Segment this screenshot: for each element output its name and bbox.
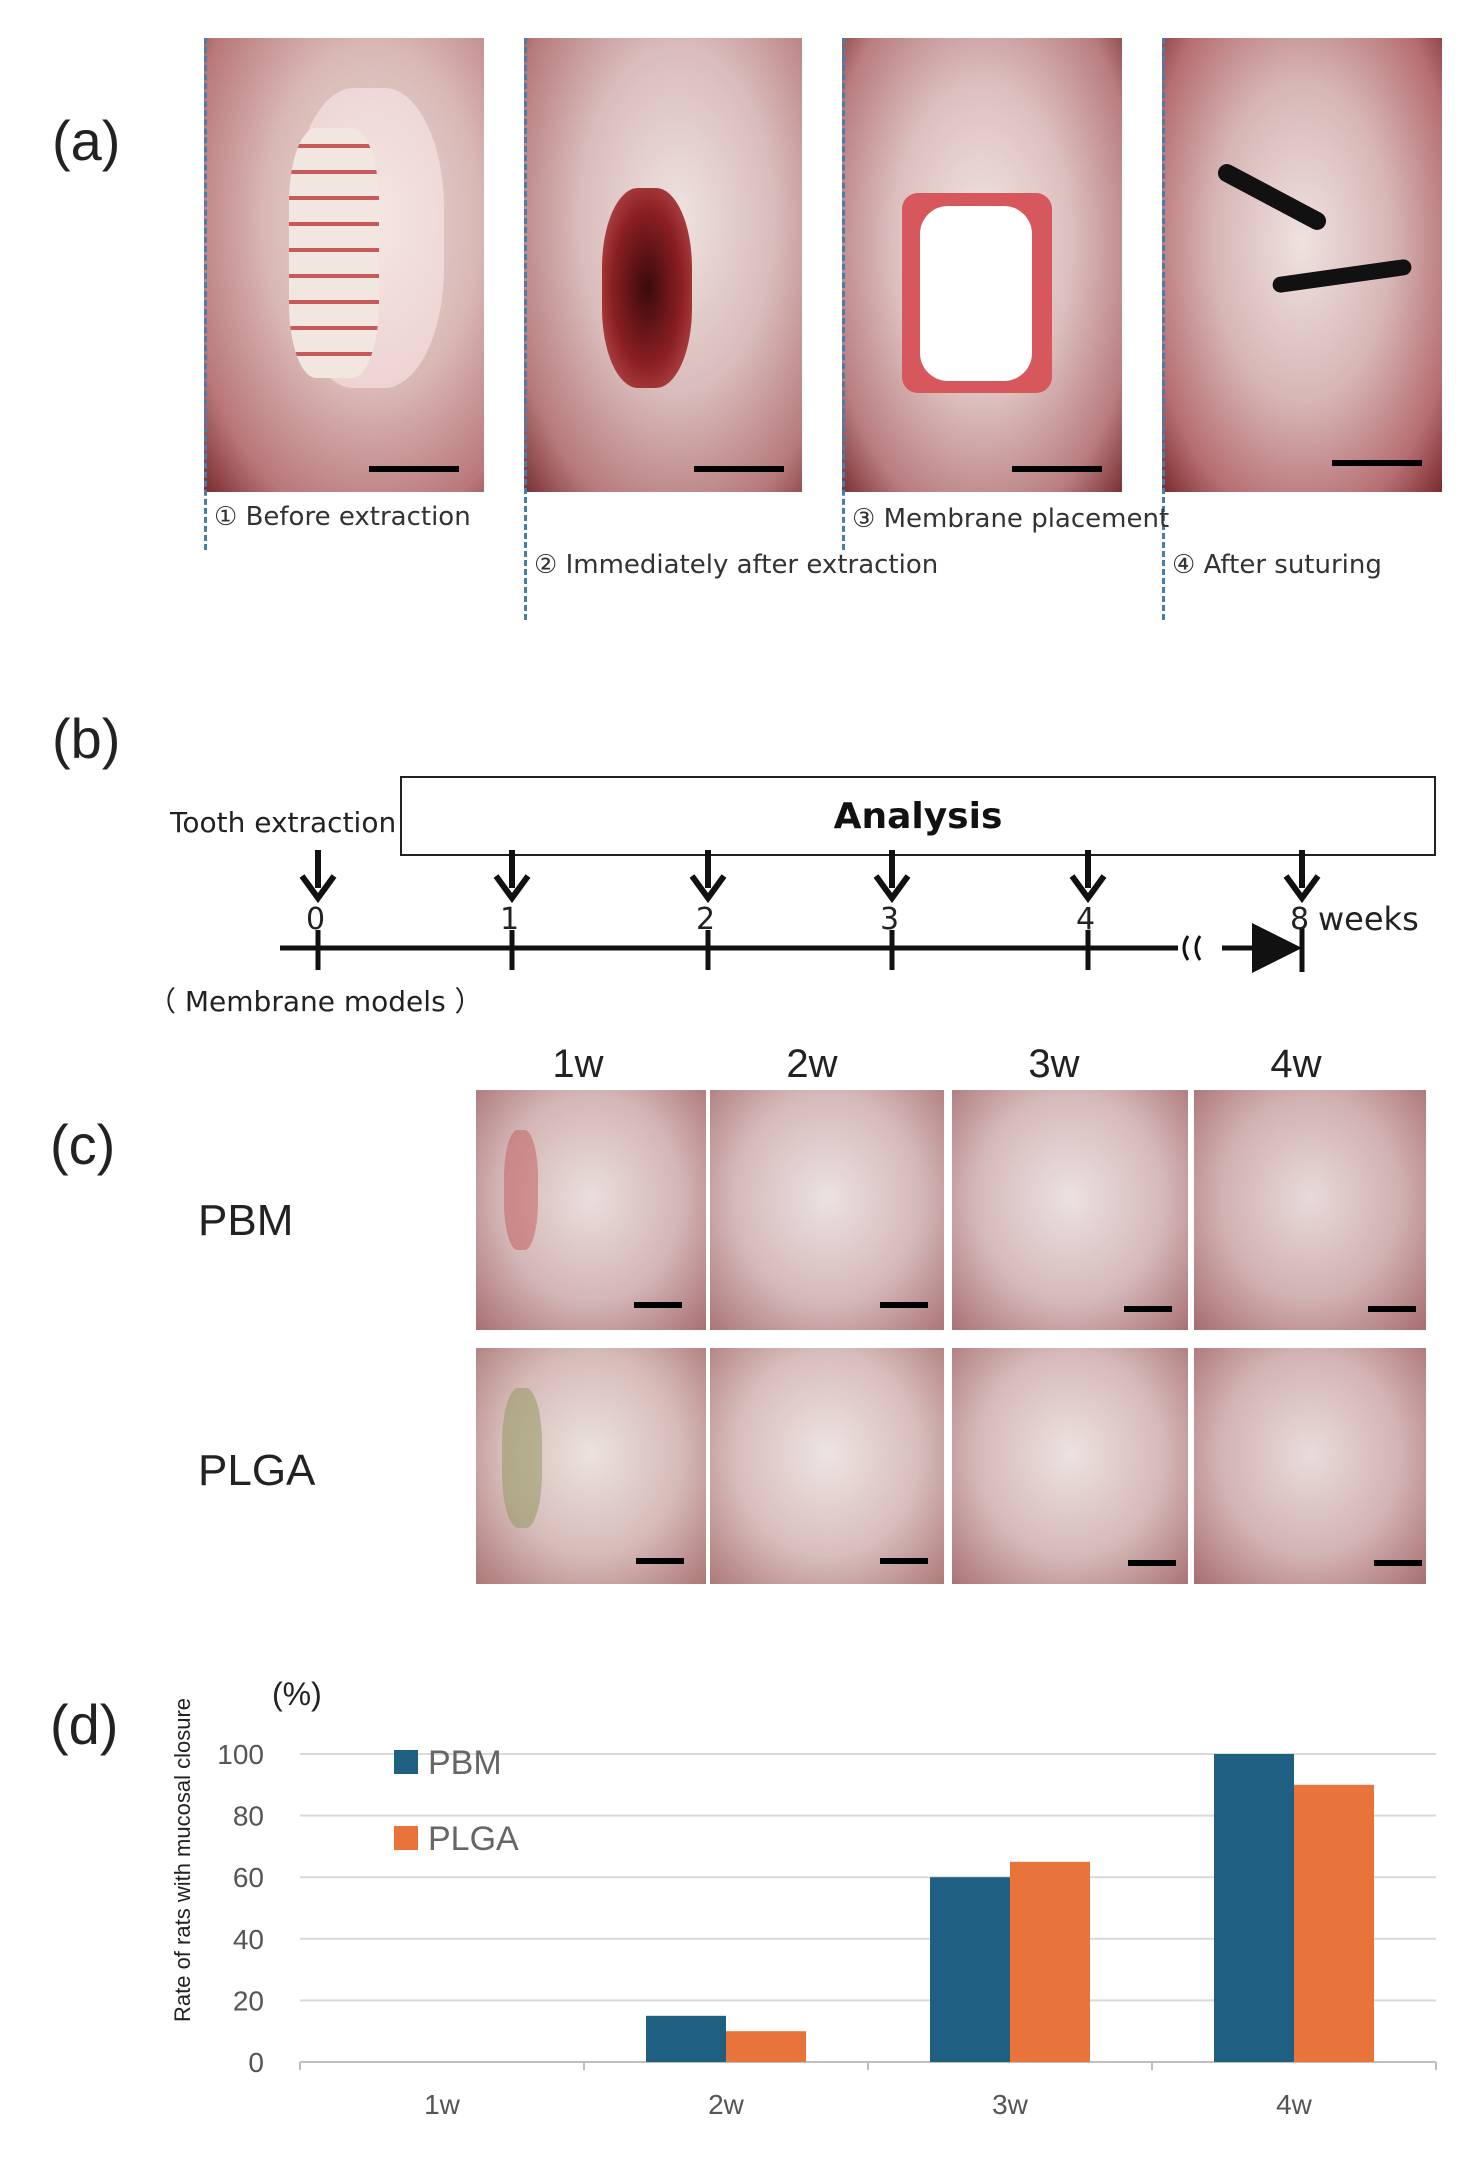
tick-label-1: 1 bbox=[500, 902, 520, 937]
photo-plga-4w bbox=[1194, 1348, 1426, 1584]
down-arrows bbox=[299, 850, 1321, 904]
photo-pbm-1w bbox=[476, 1090, 706, 1330]
scale-bar bbox=[634, 1302, 682, 1308]
membrane bbox=[920, 206, 1032, 381]
caption-divider-2 bbox=[524, 38, 527, 620]
y-tick-label: 0 bbox=[248, 2047, 264, 2078]
column-header-2w: 2w bbox=[786, 1042, 838, 1086]
scale-bar bbox=[1368, 1306, 1416, 1312]
panel-label-b: (b) bbox=[52, 707, 121, 770]
axis-break bbox=[1182, 935, 1202, 961]
tick-label-3: 3 bbox=[880, 902, 900, 937]
column-header-3w: 3w bbox=[1028, 1042, 1080, 1086]
panel-label-c: (c) bbox=[50, 1113, 116, 1176]
bar-pbm-3w bbox=[930, 1877, 1010, 2062]
teeth-region bbox=[289, 128, 379, 378]
y-tick-label: 20 bbox=[233, 1985, 264, 2016]
scale-bar bbox=[1012, 466, 1102, 472]
analysis-label: Analysis bbox=[833, 795, 1003, 837]
photo-before-extraction bbox=[204, 38, 484, 492]
x-tick-label: 1w bbox=[424, 2089, 461, 2120]
x-tick-label: 4w bbox=[1276, 2089, 1313, 2120]
photo-plga-2w bbox=[710, 1348, 944, 1584]
scale-bar bbox=[369, 466, 459, 472]
legend-swatch-pbm bbox=[394, 1750, 418, 1774]
caption-divider-1 bbox=[204, 38, 207, 550]
axis-line bbox=[280, 923, 1305, 973]
photo-plga-3w bbox=[952, 1348, 1188, 1584]
tooth-extraction-label: Tooth extraction bbox=[170, 806, 397, 839]
scale-bar bbox=[636, 1558, 684, 1564]
y-unit-label: (%) bbox=[272, 1676, 322, 1712]
caption-before-extraction: ① Before extraction bbox=[214, 502, 471, 532]
legend-label-pbm: PBM bbox=[428, 1744, 502, 1782]
scale-bar bbox=[1332, 460, 1422, 466]
membrane-models-label: （ Membrane models ） bbox=[148, 985, 483, 1018]
caption-immediately-after-extraction: ② Immediately after extraction bbox=[534, 550, 939, 580]
panel-label-a: (a) bbox=[52, 109, 121, 172]
caption-divider-4 bbox=[1162, 38, 1165, 620]
bar-plga-3w bbox=[1010, 1861, 1090, 2062]
row-label-plga: PLGA bbox=[198, 1446, 316, 1495]
x-tick-label: 3w bbox=[992, 2089, 1029, 2120]
photo-plga-1w bbox=[476, 1348, 706, 1584]
column-header-4w: 4w bbox=[1270, 1042, 1322, 1086]
scale-bar bbox=[1124, 1306, 1172, 1312]
photo-membrane-placement bbox=[842, 38, 1122, 492]
suture-2 bbox=[1271, 258, 1413, 294]
scale-bar bbox=[880, 1302, 928, 1308]
mucosal-closure-chart: 0 20 40 60 80 100 1w 2w 3w 4w PBM PLGA bbox=[217, 1739, 1437, 2120]
legend-label-plga: PLGA bbox=[428, 1820, 519, 1858]
bar-plga-4w bbox=[1294, 1784, 1374, 2062]
y-tick-label: 80 bbox=[233, 1801, 264, 1832]
analysis-box: Analysis bbox=[400, 776, 1436, 856]
tick-label-0: 0 bbox=[306, 902, 326, 937]
bar-plga-2w bbox=[726, 2031, 806, 2062]
row-label-pbm: PBM bbox=[198, 1196, 294, 1245]
timeline bbox=[280, 850, 1321, 973]
tick-label-4: 4 bbox=[1076, 902, 1096, 937]
scale-bar bbox=[1128, 1560, 1176, 1566]
bar-pbm-2w bbox=[646, 2015, 726, 2062]
extraction-socket bbox=[602, 188, 692, 388]
membrane-residue bbox=[502, 1388, 542, 1528]
y-tick-label: 40 bbox=[233, 1924, 264, 1955]
scale-bar bbox=[1374, 1560, 1422, 1566]
tick-label-2: 2 bbox=[696, 902, 716, 937]
photo-immediately-after-extraction bbox=[524, 38, 802, 492]
caption-divider-3 bbox=[842, 38, 845, 550]
panel-label-d: (d) bbox=[50, 1693, 119, 1756]
wound-area bbox=[504, 1130, 538, 1250]
caption-after-suturing: ④ After suturing bbox=[1172, 550, 1382, 580]
caption-membrane-placement: ③ Membrane placement bbox=[852, 504, 1170, 534]
legend-swatch-plga bbox=[394, 1826, 418, 1850]
photo-pbm-3w bbox=[952, 1090, 1188, 1330]
weeks-label: weeks bbox=[1318, 900, 1419, 938]
suture-1 bbox=[1214, 160, 1330, 234]
tick-label-8: 8 bbox=[1290, 902, 1310, 937]
photo-pbm-4w bbox=[1194, 1090, 1426, 1330]
y-tick-label: 60 bbox=[233, 1862, 264, 1893]
y-tick-label: 100 bbox=[217, 1739, 264, 1770]
bar-pbm-4w bbox=[1214, 1754, 1294, 2062]
scale-bar bbox=[694, 466, 784, 472]
scale-bar bbox=[880, 1558, 928, 1564]
column-header-1w: 1w bbox=[552, 1042, 604, 1086]
photo-after-suturing bbox=[1162, 38, 1442, 492]
x-tick-label: 2w bbox=[708, 2089, 745, 2120]
photo-pbm-2w bbox=[710, 1090, 944, 1330]
